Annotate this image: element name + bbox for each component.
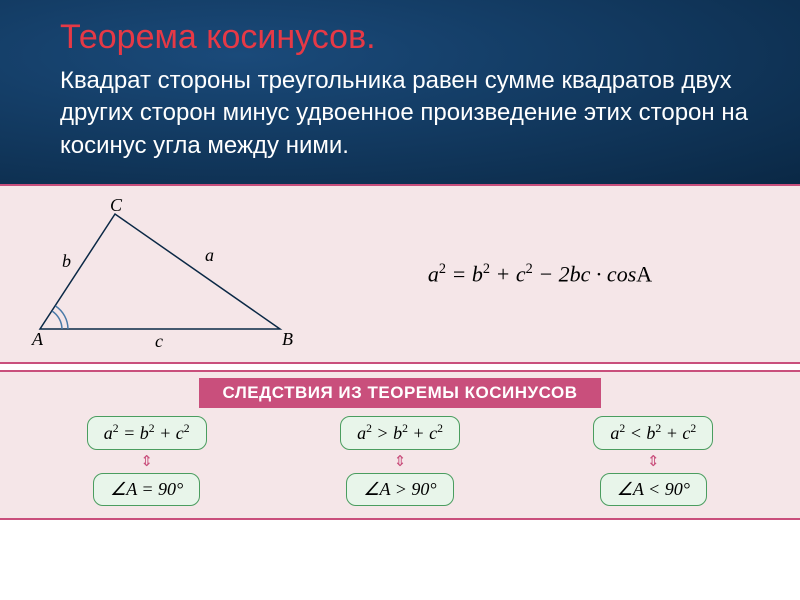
formula-c: c	[516, 261, 526, 286]
corollary-top-pill: a2 > b2 + c2	[340, 416, 460, 450]
corollary-bottom-pill: ∠A = 90°	[93, 473, 200, 506]
formula-lhs-exp: 2	[439, 261, 446, 277]
side-a-label: a	[205, 245, 214, 265]
triangle-shape	[40, 214, 280, 329]
vertex-a-label: A	[31, 329, 44, 349]
corollary-col: a2 = b2 + c2 ⇕ ∠A = 90°	[87, 416, 207, 506]
formula-cos-arg: A	[636, 261, 652, 286]
formula-c-exp: 2	[526, 261, 533, 277]
side-c-label: c	[155, 331, 163, 349]
corollary-top-pill: a2 = b2 + c2	[87, 416, 207, 450]
updown-arrows-icon: ⇕	[140, 453, 153, 470]
side-b-label: b	[62, 251, 71, 271]
corollary-bottom-pill: ∠A < 90°	[600, 473, 707, 506]
corollary-col: a2 > b2 + c2 ⇕ ∠A > 90°	[340, 416, 460, 506]
formula-eq: =	[452, 261, 472, 286]
formula-minus-term: − 2bc · cos	[538, 261, 636, 286]
corollary-title-wrap: СЛЕДСТВИЯ ИЗ ТЕОРЕМЫ КОСИНУСОВ	[0, 378, 800, 408]
corollary-bottom-pill: ∠A > 90°	[346, 473, 453, 506]
page-title: Теорема косинусов.	[60, 18, 770, 57]
triangle-svg: A B C a b c	[30, 199, 310, 349]
corollary-col: a2 < b2 + c2 ⇕ ∠A < 90°	[593, 416, 713, 506]
corollary-columns: a2 = b2 + c2 ⇕ ∠A = 90° a2 > b2 + c2 ⇕ ∠…	[0, 416, 800, 506]
vertex-c-label: C	[110, 199, 123, 215]
triangle-diagram: A B C a b c	[30, 199, 310, 349]
updown-arrows-icon: ⇕	[394, 453, 407, 470]
theorem-statement: Квадрат стороны треугольника равен сумме…	[60, 65, 760, 162]
formula-b-exp: 2	[483, 261, 490, 277]
pill-text: a2 = b2 + c2	[104, 423, 190, 443]
pill-text: a2 < b2 + c2	[610, 423, 696, 443]
corollary-title: СЛЕДСТВИЯ ИЗ ТЕОРЕМЫ КОСИНУСОВ	[199, 378, 602, 408]
formula-lhs: a	[428, 261, 439, 286]
formula-plus: +	[496, 261, 516, 286]
corollary-panel: СЛЕДСТВИЯ ИЗ ТЕОРЕМЫ КОСИНУСОВ a2 = b2 +…	[0, 370, 800, 520]
header-panel: Теорема косинусов. Квадрат стороны треуг…	[0, 0, 800, 184]
corollary-top-pill: a2 < b2 + c2	[593, 416, 713, 450]
updown-arrows-icon: ⇕	[647, 453, 660, 470]
pill-text: a2 > b2 + c2	[357, 423, 443, 443]
diagram-panel: A B C a b c a2 = b2 + c2 − 2bc · cosA	[0, 184, 800, 364]
vertex-b-label: B	[282, 329, 293, 349]
main-formula: a2 = b2 + c2 − 2bc · cosA	[310, 261, 770, 287]
angle-arc-1	[52, 311, 62, 329]
formula-b: b	[472, 261, 483, 286]
